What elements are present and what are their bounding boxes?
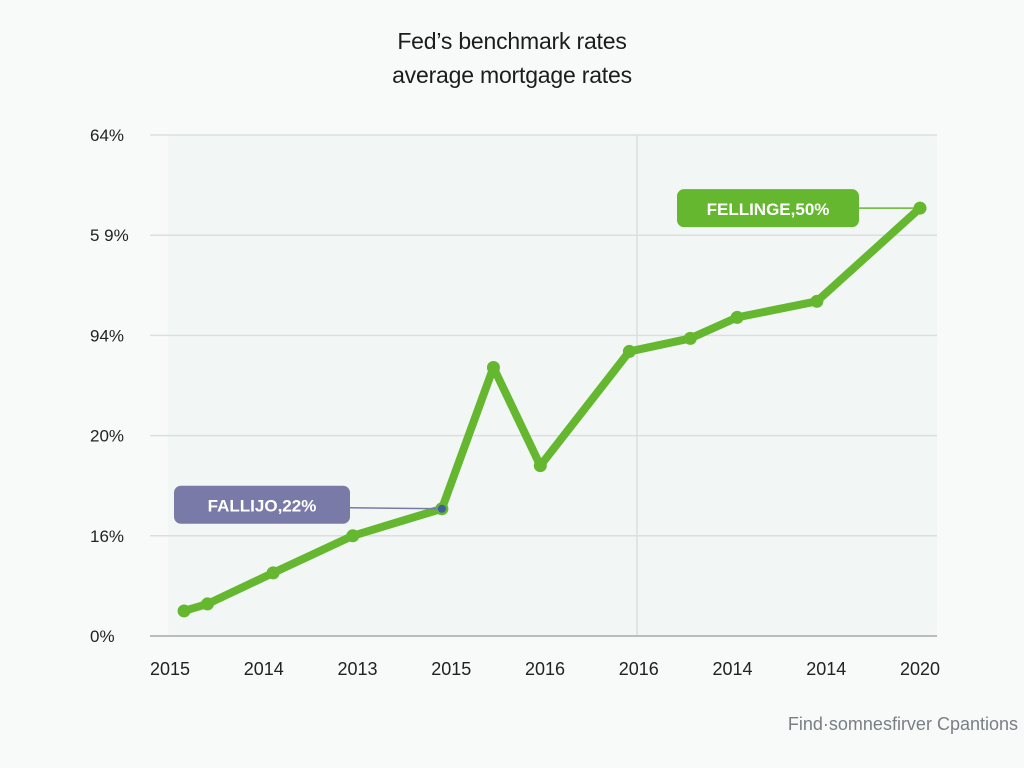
x-tick-label: 2016 (525, 659, 565, 679)
annotation-label: FALLIJO,22% (208, 497, 317, 516)
data-point (622, 344, 636, 358)
x-tick-label: 2013 (337, 659, 377, 679)
annotation-box (677, 189, 859, 228)
data-point (201, 597, 214, 611)
data-point (810, 294, 824, 308)
data-point (266, 566, 280, 580)
y-tick-label: 16% (90, 527, 124, 546)
y-tick-label: 5 9% (90, 226, 129, 245)
x-tick-label: 2015 (431, 659, 471, 679)
y-tick-label: 64% (90, 126, 124, 145)
x-tick-label: 2014 (806, 659, 846, 679)
source-note: Find·somnesfirver Cpantions (787, 714, 1018, 734)
x-tick-label: 2020 (900, 659, 940, 679)
data-point (683, 331, 697, 345)
y-tick-label: 94% (90, 326, 124, 345)
series-line (180, 204, 924, 615)
x-tick-label: 2015 (150, 659, 190, 679)
x-tick-label: 2014 (244, 659, 284, 679)
data-point (486, 360, 500, 374)
annotation-leader (349, 506, 442, 510)
data-point (177, 604, 191, 618)
x-tick-label: 2016 (619, 659, 659, 679)
data-point (346, 529, 360, 543)
y-tick-label: 0% (90, 627, 115, 646)
chart-title-line-1: Fed’s benchmark rates (397, 28, 627, 54)
annotation-label: FELLINGE,50% (707, 200, 830, 219)
data-point (533, 459, 547, 473)
x-tick-label: 2014 (712, 659, 752, 679)
data-point (730, 310, 744, 324)
chart-title-line-2: average mortgage rates (392, 62, 632, 88)
annotation-marker (437, 504, 446, 513)
annotation-box (174, 485, 350, 524)
y-tick-label: 20% (90, 427, 124, 446)
